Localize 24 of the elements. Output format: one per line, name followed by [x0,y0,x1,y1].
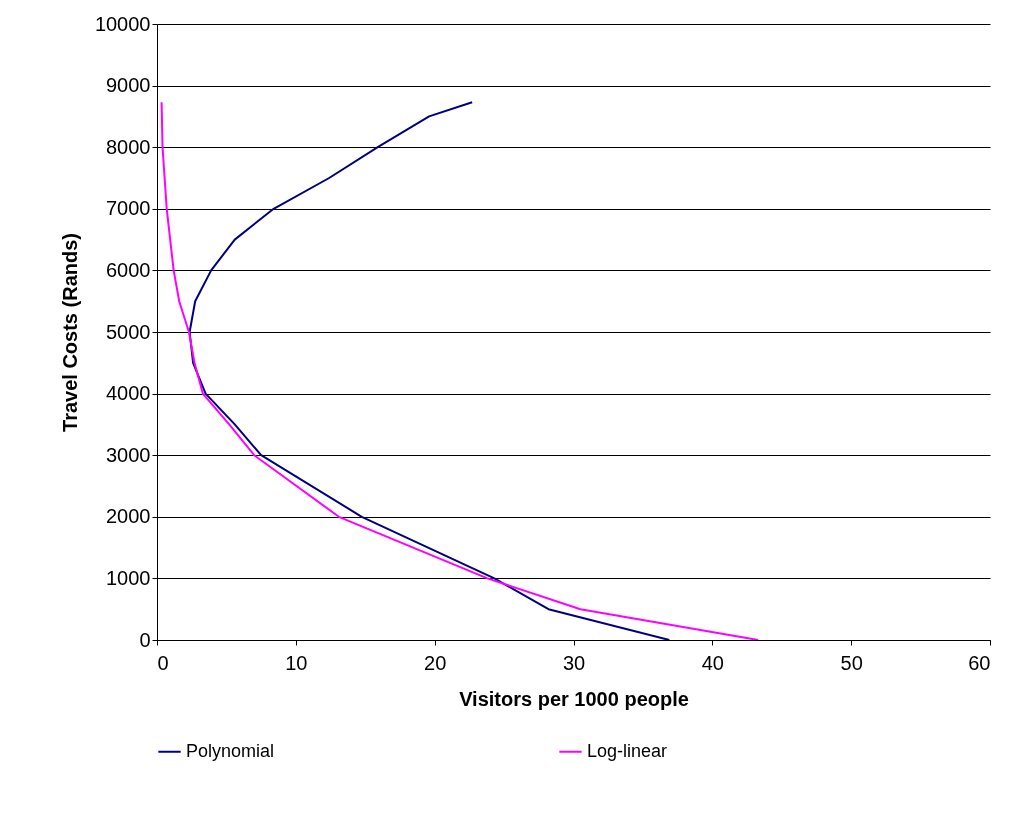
legend-label: Log-linear [587,740,668,761]
y-tick-label: 10000 [94,12,151,35]
legend-label: Polynomial [186,740,275,761]
x-tick-label: 0 [157,651,169,674]
y-tick-label: 7000 [106,197,151,220]
y-tick-label: 1000 [106,566,151,589]
y-tick-label: 3000 [106,443,151,466]
y-tick-label: 4000 [106,382,151,405]
x-tick-label: 30 [562,651,586,674]
y-tick-label: 6000 [106,258,151,281]
y-tick-label: 0 [139,628,151,651]
x-tick-label: 10 [285,651,308,674]
y-tick-label: 8000 [106,135,151,158]
line-series [160,101,760,640]
y-tick-label: 9000 [106,74,151,97]
y-axis-title: Travel Costs (Rands) [58,233,81,432]
y-tick-label: 5000 [106,320,151,343]
x-tick-label: 50 [840,651,863,674]
line-series [188,101,671,640]
y-tick-label: 2000 [106,505,151,528]
x-tick-label: 20 [424,651,447,674]
x-tick-label: 40 [701,651,724,674]
x-axis-title: Visitors per 1000 people [459,687,689,710]
x-tick-label: 60 [968,651,991,674]
